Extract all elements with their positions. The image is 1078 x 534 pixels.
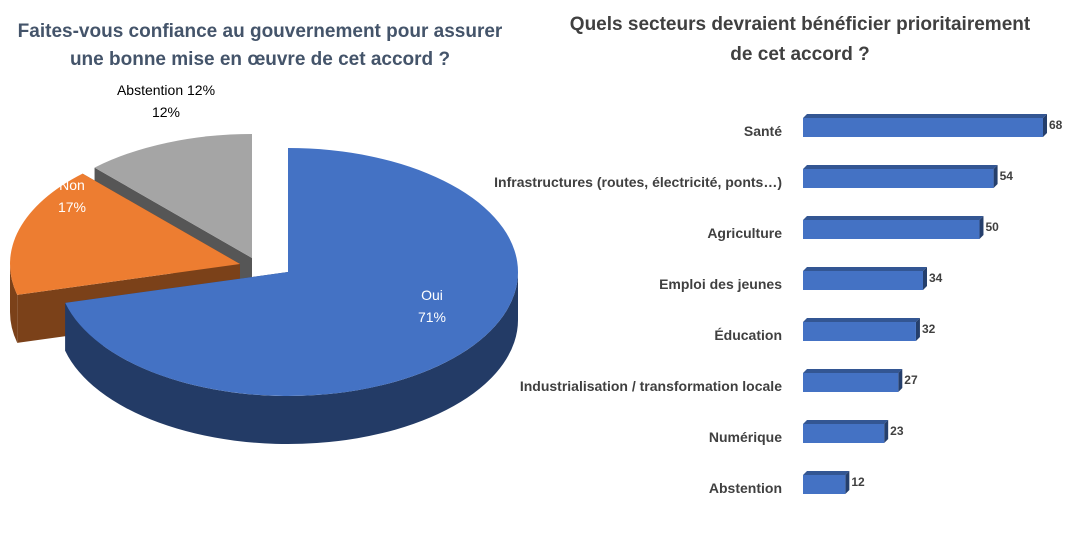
pie-value-abstention: 12% <box>152 104 180 120</box>
bar-7 <box>803 471 850 494</box>
bar-value-label-6: 23 <box>890 424 904 438</box>
pie-value-oui: 71% <box>418 309 446 325</box>
bar-value-label-0: 68 <box>1049 118 1063 132</box>
bar-value-label-3: 34 <box>929 271 943 285</box>
bar-category-label-5: Industrialisation / transformation local… <box>520 378 782 394</box>
bar-category-label-2: Agriculture <box>707 225 782 241</box>
pie-chart-title: Faites-vous confiance au gouvernement po… <box>17 21 503 70</box>
bar-category-label-3: Emploi des jeunes <box>659 276 782 292</box>
bar-chart-title: Quels secteurs devraient bénéficier prio… <box>569 14 1031 65</box>
bar-chart: Santé 68 Infrastructures (routes, électric… <box>494 114 1063 496</box>
bar-6 <box>803 420 889 443</box>
bar-value-label-7: 12 <box>851 475 865 489</box>
bar-category-label-4: Éducation <box>714 327 782 343</box>
bar-category-label-1: Infrastructures (routes, électricité, po… <box>494 174 782 190</box>
bar-category-label-0: Santé <box>744 123 782 139</box>
pie-chart-panel: Faites-vous confiance au gouvernement po… <box>0 0 530 534</box>
bar-chart-panel: Quels secteurs devraient bénéficier prio… <box>494 0 1078 534</box>
bar-category-label-7: Abstention <box>709 480 782 496</box>
bar-value-label-5: 27 <box>904 373 918 387</box>
bar-value-label-1: 54 <box>1000 169 1014 183</box>
pie-label-non: Non <box>59 177 85 193</box>
pie-label-abstention: Abstention 12% <box>117 82 215 98</box>
bar-2 <box>803 216 984 239</box>
bar-value-label-4: 32 <box>922 322 936 336</box>
pie-slice-oui <box>65 148 518 444</box>
bar-value-label-2: 50 <box>985 220 999 234</box>
bar-5 <box>803 369 903 392</box>
pie-value-non: 17% <box>58 199 86 215</box>
bar-3 <box>803 267 927 290</box>
bar-1 <box>803 165 998 188</box>
bar-0 <box>803 114 1047 137</box>
pie-label-oui: Oui <box>421 287 443 303</box>
pie-chart: Oui 71% Non 17% Abstention 12% 12% <box>9 82 518 444</box>
bar-4 <box>803 318 920 341</box>
bar-category-label-6: Numérique <box>709 429 782 445</box>
